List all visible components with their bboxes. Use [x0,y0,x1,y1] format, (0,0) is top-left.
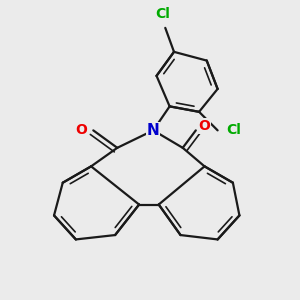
Text: Cl: Cl [226,123,241,137]
Text: N: N [147,123,160,138]
Text: O: O [198,119,210,133]
Text: O: O [75,123,87,137]
Text: Cl: Cl [156,7,170,21]
